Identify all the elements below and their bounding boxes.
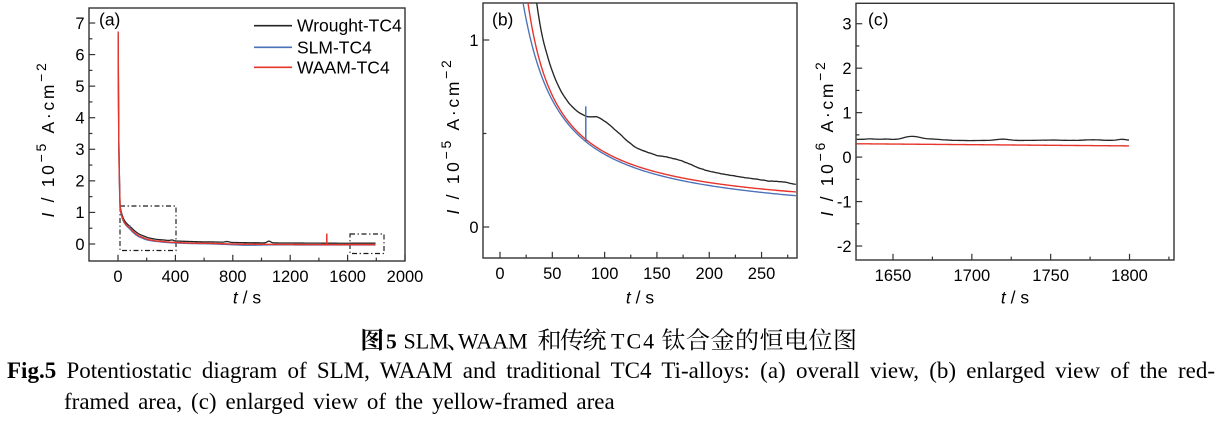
svg-text:-1: -1	[837, 193, 852, 211]
svg-text:250: 250	[748, 265, 776, 283]
svg-text:SLM: SLM	[404, 329, 449, 354]
svg-text:I / 10−6 A·cm−2: I / 10−6 A·cm−2	[812, 59, 837, 216]
svg-text:4: 4	[75, 110, 84, 128]
svg-text:100: 100	[591, 265, 619, 283]
svg-text:400: 400	[162, 268, 190, 286]
svg-text:(a): (a)	[99, 10, 120, 30]
svg-text:800: 800	[219, 268, 247, 286]
svg-text:1: 1	[842, 104, 851, 122]
svg-text:3: 3	[75, 141, 84, 159]
svg-text:50: 50	[543, 265, 561, 283]
svg-text:Wrought-TC4: Wrought-TC4	[297, 16, 402, 36]
svg-text:2: 2	[842, 60, 851, 78]
svg-text:3: 3	[842, 16, 851, 34]
svg-text:(b): (b)	[492, 10, 513, 30]
svg-text:1650: 1650	[875, 267, 912, 285]
svg-text:(c): (c)	[868, 10, 888, 30]
svg-text:1700: 1700	[953, 267, 990, 285]
svg-text:0: 0	[75, 236, 84, 254]
svg-text:5: 5	[386, 330, 397, 354]
svg-text:150: 150	[643, 265, 671, 283]
svg-text:2000: 2000	[387, 268, 424, 286]
svg-text:I / 10−5 A·cm−2: I / 10−5 A·cm−2	[438, 57, 463, 214]
svg-text:0: 0	[113, 268, 122, 286]
svg-text:7: 7	[75, 15, 84, 33]
svg-text:SLM-TC4: SLM-TC4	[297, 37, 372, 57]
svg-text:1600: 1600	[329, 268, 366, 286]
svg-text:1: 1	[469, 32, 478, 50]
svg-text:1750: 1750	[1032, 267, 1069, 285]
svg-text:0: 0	[842, 149, 851, 167]
svg-text:WAAM-TC4: WAAM-TC4	[297, 57, 390, 77]
svg-text:0: 0	[495, 265, 504, 283]
svg-text:t / s: t / s	[1001, 288, 1029, 308]
svg-text:I / 10−5 A·cm−2: I / 10−5 A·cm−2	[33, 60, 58, 217]
svg-text:WAAM: WAAM	[458, 329, 528, 354]
svg-text:TC4: TC4	[611, 329, 656, 354]
svg-text:-2: -2	[837, 238, 852, 256]
svg-text:t / s: t / s	[626, 288, 654, 308]
svg-text:0: 0	[469, 219, 478, 237]
svg-text:1: 1	[75, 204, 84, 222]
svg-text:2: 2	[75, 173, 84, 191]
svg-text:5: 5	[75, 78, 84, 96]
svg-text:1200: 1200	[272, 268, 309, 286]
svg-text:200: 200	[695, 265, 723, 283]
svg-text:1800: 1800	[1111, 267, 1148, 285]
svg-text:6: 6	[75, 46, 84, 64]
svg-text:t / s: t / s	[233, 288, 261, 308]
